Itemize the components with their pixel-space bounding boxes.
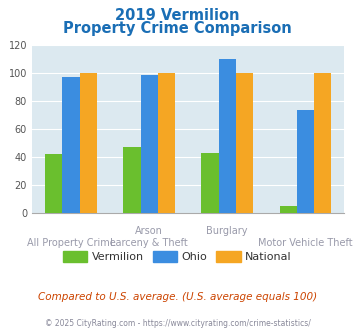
Text: Compared to U.S. average. (U.S. average equals 100): Compared to U.S. average. (U.S. average … — [38, 292, 317, 302]
Bar — [314, 73, 331, 213]
Text: Burglary: Burglary — [207, 226, 248, 236]
Bar — [80, 73, 97, 213]
Text: Property Crime Comparison: Property Crime Comparison — [63, 21, 292, 36]
Bar — [236, 73, 253, 213]
Bar — [45, 154, 62, 213]
Bar — [219, 59, 236, 213]
Bar — [123, 147, 141, 213]
Text: © 2025 CityRating.com - https://www.cityrating.com/crime-statistics/: © 2025 CityRating.com - https://www.city… — [45, 319, 310, 328]
Bar — [62, 77, 80, 213]
Bar — [158, 73, 175, 213]
Text: 2019 Vermilion: 2019 Vermilion — [115, 8, 240, 23]
Legend: Vermilion, Ohio, National: Vermilion, Ohio, National — [59, 247, 296, 267]
Bar — [279, 206, 297, 213]
Text: Motor Vehicle Theft: Motor Vehicle Theft — [258, 238, 353, 248]
Bar — [297, 111, 314, 213]
Bar — [141, 75, 158, 213]
Bar — [201, 152, 219, 213]
Text: All Property Crime: All Property Crime — [27, 238, 115, 248]
Text: Larceny & Theft: Larceny & Theft — [110, 238, 188, 248]
Text: Arson: Arson — [135, 226, 163, 236]
